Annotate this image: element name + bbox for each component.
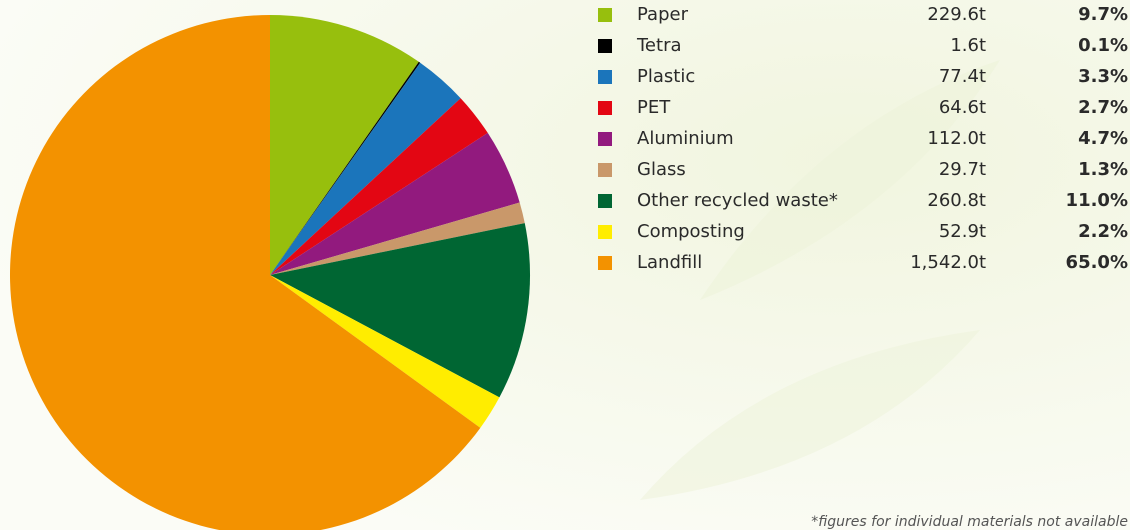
- footnote: *figures for individual materials not av…: [811, 514, 1128, 530]
- legend-label: Glass: [637, 159, 686, 180]
- legend-swatch: [598, 132, 612, 146]
- pie-slice: [270, 223, 530, 398]
- legend-label: PET: [637, 97, 671, 118]
- pie-slice: [270, 275, 500, 428]
- percent-label: 11.0%: [1066, 190, 1128, 211]
- percent-label: 1.3%: [1078, 159, 1128, 180]
- tonnes-label: 29.7t: [939, 159, 986, 180]
- legend-swatch: [598, 163, 612, 177]
- tonnes-label: 1,542.0t: [910, 252, 986, 273]
- tonnes-label: 260.8t: [927, 190, 986, 211]
- legend-label: Tetra: [636, 35, 682, 56]
- tonnes-label: 1.6t: [950, 35, 986, 56]
- percent-label: 65.0%: [1066, 252, 1128, 273]
- tonnes-label: 77.4t: [939, 66, 986, 87]
- legend-label: Paper: [637, 4, 689, 25]
- percent-label: 0.1%: [1078, 35, 1128, 56]
- legend-label: Plastic: [637, 66, 695, 87]
- tonnes-label: 52.9t: [939, 221, 986, 242]
- legend-swatch: [598, 70, 612, 84]
- legend-label: Composting: [637, 221, 745, 242]
- legend-swatch: [598, 256, 612, 270]
- tonnes-label: 112.0t: [927, 128, 986, 149]
- pie-slice: [270, 62, 461, 275]
- percent-label: 2.7%: [1078, 97, 1128, 118]
- legend-swatch: [598, 8, 612, 22]
- percent-label: 9.7%: [1078, 4, 1128, 25]
- leaf-decoration: [640, 330, 980, 500]
- legend-swatch: [598, 225, 612, 239]
- legend-swatch: [598, 194, 612, 208]
- legend-label: Other recycled waste*: [637, 190, 838, 211]
- pie-slice: [270, 132, 520, 275]
- pie-slice: [270, 15, 419, 275]
- pie-slice: [270, 98, 488, 275]
- legend-label: Aluminium: [637, 128, 734, 149]
- legend-swatch: [598, 101, 612, 115]
- pie-slice: [270, 61, 421, 275]
- legend-label: Landfill: [637, 252, 702, 273]
- legend-swatch: [598, 39, 612, 53]
- tonnes-label: 229.6t: [927, 4, 986, 25]
- percent-label: 4.7%: [1078, 128, 1128, 149]
- percent-label: 2.2%: [1078, 221, 1128, 242]
- leaf-decoration: [700, 60, 1000, 300]
- percent-label: 3.3%: [1078, 66, 1128, 87]
- pie-slice: [270, 202, 525, 275]
- pie-slice: [10, 15, 481, 530]
- tonnes-label: 64.6t: [939, 97, 986, 118]
